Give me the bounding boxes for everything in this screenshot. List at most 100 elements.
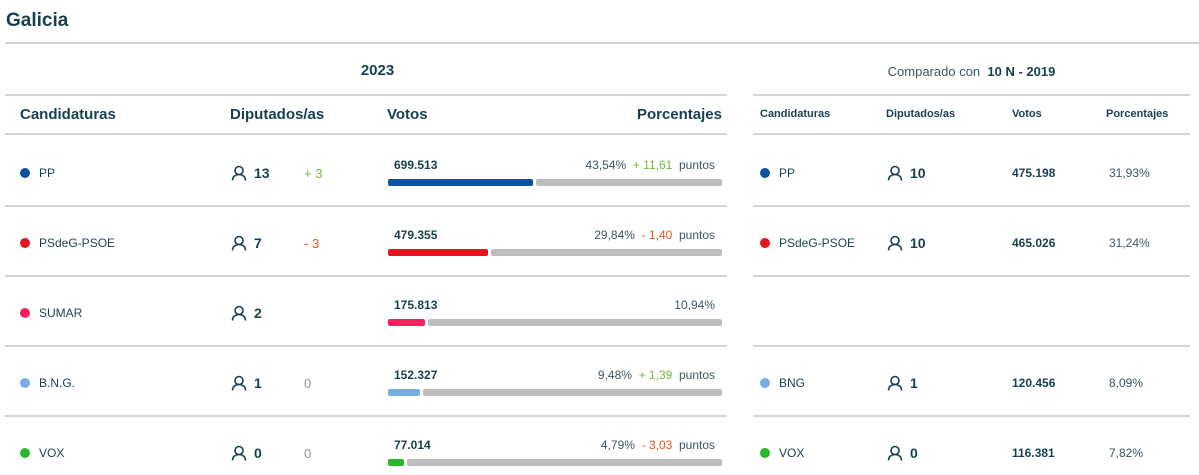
points-label: puntos xyxy=(678,228,715,242)
row-divider xyxy=(5,345,727,347)
prev-seats: 0 xyxy=(910,445,918,461)
row-divider xyxy=(5,415,727,417)
prev-party-color-dot xyxy=(760,168,770,178)
vote-share-track xyxy=(427,319,722,326)
prev-percentage: 31,24% xyxy=(1109,236,1150,250)
person-icon xyxy=(887,165,903,181)
prev-party-color-dot xyxy=(760,448,770,458)
divider xyxy=(5,42,1199,44)
prev-party-name: BNG xyxy=(779,376,806,390)
divider xyxy=(5,94,727,96)
divider xyxy=(5,133,727,135)
vote-share-track xyxy=(490,249,722,256)
percentage-value: 10,94% xyxy=(674,298,715,312)
prev-header-votos: Votos xyxy=(1012,108,1042,120)
prev-party-color-dot xyxy=(760,378,770,388)
prev-seats: 10 xyxy=(910,235,926,251)
vote-share-bar xyxy=(388,459,722,466)
party-color-dot xyxy=(20,168,30,178)
comparison-heading: Comparado con 10 N - 2019 xyxy=(753,64,1190,79)
vote-share-bar xyxy=(388,249,722,256)
party-name: PP xyxy=(39,166,56,180)
vote-share-bar xyxy=(388,319,722,326)
party-color-dot xyxy=(20,448,30,458)
party-name: SUMAR xyxy=(39,306,83,320)
party-color-dot xyxy=(20,378,30,388)
seats: 1 xyxy=(254,375,262,391)
prev-seats: 1 xyxy=(910,375,918,391)
party-color-dot xyxy=(20,238,30,248)
points-label: puntos xyxy=(678,438,715,452)
seat-difference: 0 xyxy=(304,376,312,391)
person-icon xyxy=(231,165,247,181)
votes: 699.513 xyxy=(394,158,438,172)
compare-value: 10 N - 2019 xyxy=(987,64,1056,79)
header-votos: Votos xyxy=(387,106,428,123)
percentage: 29,84% - 1,40 puntos xyxy=(594,228,715,242)
prev-percentage: 7,82% xyxy=(1109,446,1144,460)
prev-votes: 120.456 xyxy=(1012,376,1056,390)
percentage: 43,54% + 11,61 puntos xyxy=(585,158,715,172)
person-icon xyxy=(887,375,903,391)
vote-share-track xyxy=(536,179,722,186)
vote-share-track xyxy=(406,459,722,466)
divider xyxy=(753,133,1190,135)
prev-seats: 10 xyxy=(910,165,926,181)
percentage: 4,79% - 3,03 puntos xyxy=(601,438,715,452)
row-divider xyxy=(753,205,1190,207)
vote-share-fill xyxy=(388,459,404,466)
person-icon xyxy=(887,445,903,461)
prev-party-name: PSdeG-PSOE xyxy=(779,236,856,250)
points-label: puntos xyxy=(678,158,715,172)
row-divider xyxy=(753,345,1190,347)
person-icon xyxy=(231,235,247,251)
prev-party-color-dot xyxy=(760,238,770,248)
vote-share-fill xyxy=(388,319,425,326)
vote-share-bar xyxy=(388,389,722,396)
party-name: PSdeG-PSOE xyxy=(39,236,116,250)
row-divider xyxy=(753,275,1190,277)
divider xyxy=(753,94,1190,96)
header-porcentajes: Porcentajes xyxy=(636,106,722,123)
seats: 13 xyxy=(254,165,270,181)
percentage: 10,94% xyxy=(674,298,715,312)
prev-party-name: PP xyxy=(779,166,796,180)
percentage: 9,48% + 1,39 puntos xyxy=(598,368,715,382)
seat-difference: + 3 xyxy=(304,166,323,181)
votes: 479.355 xyxy=(394,228,438,242)
vote-share-bar xyxy=(388,179,722,186)
percentage-difference: + 1,39 xyxy=(638,368,673,382)
prev-header-porcentajes: Porcentajes xyxy=(1106,108,1169,120)
prev-percentage: 8,09% xyxy=(1109,376,1144,390)
vote-share-fill xyxy=(388,389,420,396)
row-divider xyxy=(5,275,727,277)
prev-votes: 465.026 xyxy=(1012,236,1056,250)
year-heading: 2023 xyxy=(360,62,395,79)
party-color-dot xyxy=(20,308,30,318)
person-icon xyxy=(231,305,247,321)
seats: 0 xyxy=(254,445,262,461)
person-icon xyxy=(231,445,247,461)
seat-difference: - 3 xyxy=(304,236,320,251)
prev-header-diputados: Diputados/as xyxy=(886,108,956,120)
compare-prefix: Comparado con xyxy=(887,64,981,79)
person-icon xyxy=(887,235,903,251)
prev-votes: 475.198 xyxy=(1012,166,1056,180)
header-diputados: Diputados/as xyxy=(230,106,325,123)
seat-difference: 0 xyxy=(304,446,312,461)
prev-party-name: VOX xyxy=(779,446,805,460)
party-name: B.N.G. xyxy=(39,376,76,390)
percentage-value: 29,84% xyxy=(594,228,635,242)
header-candidaturas: Candidaturas xyxy=(20,106,116,123)
percentage-difference: - 3,03 xyxy=(641,438,673,452)
prev-votes: 116.381 xyxy=(1012,446,1055,460)
votes: 175.813 xyxy=(394,298,438,312)
vote-share-fill xyxy=(388,249,488,256)
prev-header-candidaturas: Candidaturas xyxy=(760,108,831,120)
percentage-value: 4,79% xyxy=(600,438,635,452)
points-label: puntos xyxy=(678,368,715,382)
percentage-value: 43,54% xyxy=(585,158,627,172)
votes: 77.014 xyxy=(394,438,431,452)
seats: 2 xyxy=(254,305,262,321)
person-icon xyxy=(231,375,247,391)
